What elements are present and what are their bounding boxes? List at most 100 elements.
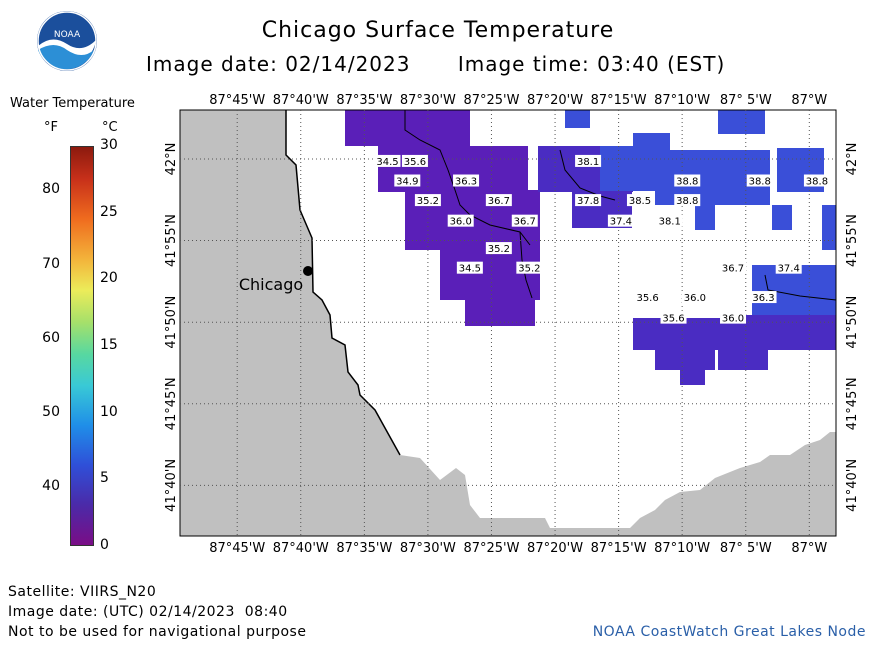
svg-text:35.6: 35.6	[404, 157, 426, 168]
legend-title: Water Temperature	[10, 96, 135, 111]
svg-text:38.1: 38.1	[577, 157, 599, 168]
fahrenheit-tick-label: 60	[42, 329, 60, 346]
temperature-label: 34.9	[394, 174, 421, 188]
longitude-label: 87°15'W	[591, 93, 647, 108]
isotherm-line	[764, 274, 837, 301]
celsius-tick-label: 30	[100, 137, 118, 153]
latitude-label: 41°50'N	[164, 296, 179, 349]
temperature-label: 35.2	[485, 242, 512, 255]
svg-text:36.3: 36.3	[455, 177, 477, 188]
longitude-label: 87°40'W	[273, 93, 329, 108]
temperature-label: 34.5	[374, 154, 401, 168]
longitude-label: 87° 5'W	[720, 541, 772, 556]
latitude-label: 41°40'N	[164, 459, 179, 512]
temperature-label: 36.0	[681, 291, 708, 304]
isotherm-line	[559, 149, 616, 201]
longitude-label: 87°45'W	[209, 541, 265, 556]
longitude-label: 87° 5'W	[720, 93, 772, 108]
latitude-label: 41°40'N	[845, 459, 860, 512]
utc-date: Image date: (UTC) 02/14/2023 08:40	[8, 604, 288, 620]
temperature-pixel-block	[822, 205, 836, 250]
longitude-label: 87°35'W	[336, 93, 392, 108]
temperature-pixels	[345, 110, 836, 385]
svg-text:36.0: 36.0	[722, 314, 744, 325]
svg-text:35.2: 35.2	[417, 196, 439, 207]
temperature-label: 38.1	[656, 214, 683, 228]
city-label: Chicago	[239, 275, 303, 294]
svg-text:34.9: 34.9	[396, 177, 418, 188]
color-scale-bar	[70, 146, 94, 546]
longitude-label: 87°20'W	[527, 93, 583, 108]
temperature-label: 38.1	[575, 154, 602, 168]
latitude-label: 42°N	[164, 143, 179, 176]
svg-text:35.2: 35.2	[518, 264, 540, 275]
longitude-label: 87°W	[791, 541, 827, 556]
svg-text:36.0: 36.0	[684, 293, 706, 304]
temperature-label: 38.8	[746, 174, 773, 188]
temperature-label: 37.4	[775, 261, 802, 275]
temperature-label: 36.7	[485, 194, 512, 207]
latitude-label: 41°55'N	[164, 214, 179, 267]
land-area	[180, 110, 836, 536]
temperature-label: 34.5	[456, 261, 483, 275]
latitude-label: 42°N	[845, 143, 860, 176]
longitude-label: 87°10'W	[654, 93, 710, 108]
temperature-pixel-block	[465, 296, 535, 326]
temperature-label: 37.4	[607, 214, 634, 228]
city-marker-dot	[303, 266, 313, 276]
temperature-pixel-block	[680, 365, 705, 385]
temperature-label: 36.7	[511, 214, 538, 228]
credit-line: NOAA CoastWatch Great Lakes Node	[592, 624, 866, 640]
temperature-label: 36.3	[750, 291, 777, 304]
temperature-pixel-block	[772, 205, 792, 230]
temperature-pixel-block	[718, 110, 765, 134]
fahrenheit-tick-label: 70	[42, 255, 60, 272]
longitude-label: 87°W	[791, 93, 827, 108]
svg-text:38.5: 38.5	[629, 196, 651, 207]
temperature-pixel-block	[440, 250, 540, 300]
fahrenheit-tick-label: 50	[42, 403, 60, 420]
longitude-label: 87°10'W	[654, 541, 710, 556]
temperature-pixel-block	[345, 110, 470, 146]
satellite-info: Satellite: VIIRS_N20	[8, 584, 157, 600]
svg-text:34.5: 34.5	[376, 157, 398, 168]
logo-text: NOAA	[54, 30, 81, 40]
longitude-label: 87°40'W	[273, 541, 329, 556]
disclaimer: Not to be used for navigational purpose	[8, 624, 307, 640]
temperature-pixel-block	[718, 345, 768, 370]
temperature-label: 35.6	[660, 311, 687, 325]
svg-text:35.6: 35.6	[662, 314, 684, 325]
svg-text:36.7: 36.7	[722, 264, 744, 275]
map-frame	[179, 109, 837, 537]
svg-text:36.0: 36.0	[450, 217, 472, 228]
celsius-tick-label: 20	[100, 270, 118, 287]
celsius-tick-label: 10	[100, 403, 118, 420]
longitude-label: 87°45'W	[209, 93, 265, 108]
svg-text:38.8: 38.8	[749, 177, 771, 188]
temperature-label: 35.2	[414, 194, 441, 207]
fahrenheit-tick-label: 40	[42, 477, 60, 494]
isotherm-lines	[404, 110, 837, 301]
svg-text:36.7: 36.7	[514, 217, 536, 228]
longitude-label: 87°15'W	[591, 541, 647, 556]
temperature-label: 35.6	[634, 291, 661, 304]
svg-text:35.2: 35.2	[488, 244, 510, 255]
celsius-tick-label: 25	[100, 203, 118, 220]
land-polygon	[180, 110, 836, 536]
temperature-label: 38.8	[674, 174, 701, 188]
noaa-logo: NOAA	[37, 11, 97, 71]
svg-text:37.4: 37.4	[610, 217, 632, 228]
temperature-label: 36.0	[720, 311, 747, 325]
svg-text:38.8: 38.8	[676, 177, 698, 188]
longitude-label: 87°35'W	[336, 541, 392, 556]
svg-text:38.8: 38.8	[806, 177, 828, 188]
longitude-label: 87°30'W	[400, 93, 456, 108]
fahrenheit-tick-label: 80	[42, 181, 60, 198]
temperature-label: 36.3	[453, 174, 480, 188]
svg-text:37.4: 37.4	[778, 264, 800, 275]
page-title: Chicago Surface Temperature	[261, 18, 615, 43]
svg-text:38.8: 38.8	[676, 196, 698, 207]
image-date: Image date: 02/14/2023	[146, 52, 411, 76]
city-marker-group: Chicago	[239, 266, 313, 294]
